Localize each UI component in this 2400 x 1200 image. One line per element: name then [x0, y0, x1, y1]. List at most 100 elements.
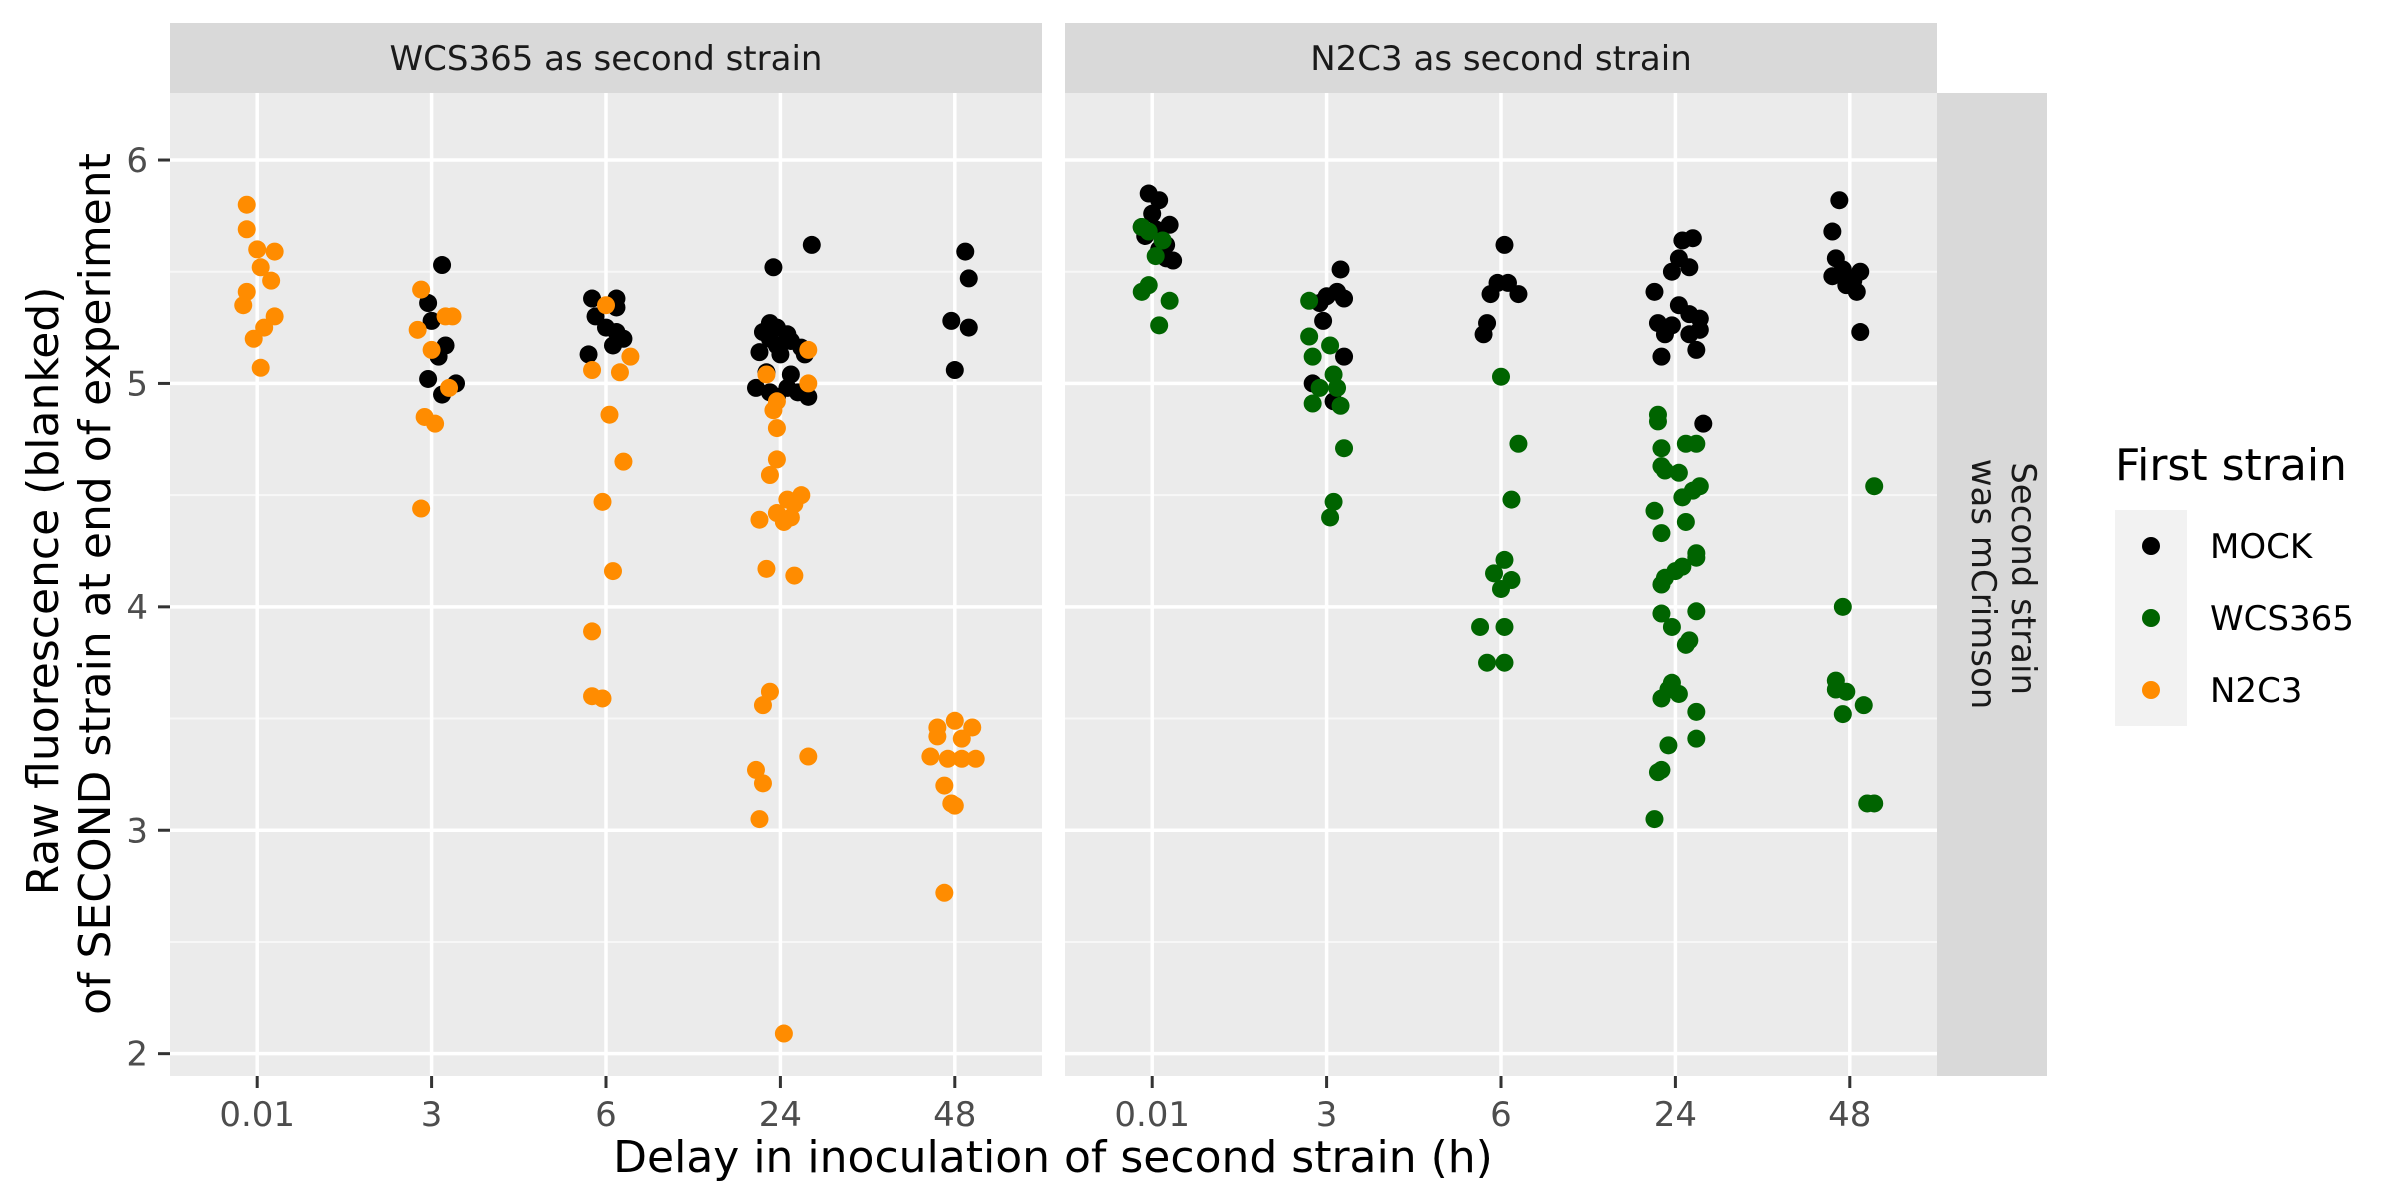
data-point-n2c3 — [237, 195, 256, 214]
data-point-n2c3 — [774, 512, 793, 531]
data-point-wcs365 — [1648, 412, 1667, 431]
data-point-mock — [764, 258, 783, 277]
data-point-mock — [422, 311, 441, 330]
data-point-wcs365 — [1495, 550, 1514, 569]
data-point-wcs365 — [1687, 548, 1706, 567]
data-point-mock — [1481, 285, 1500, 304]
data-point-n2c3 — [583, 622, 602, 641]
data-point-n2c3 — [426, 414, 445, 433]
y-axis-title-line-2: of SECOND strain at end of experiment — [70, 153, 121, 1015]
data-point-wcs365 — [1502, 490, 1521, 509]
data-point-mock — [1680, 258, 1699, 277]
data-point-mock — [945, 361, 964, 380]
data-point-wcs365 — [1146, 247, 1165, 266]
data-point-mock — [956, 242, 975, 261]
data-point-n2c3 — [750, 510, 769, 529]
data-point-wcs365 — [1300, 327, 1319, 346]
data-point-mock — [1655, 325, 1674, 344]
data-point-n2c3 — [921, 747, 940, 766]
data-point-mock — [1164, 251, 1183, 270]
data-point-n2c3 — [945, 711, 964, 730]
data-point-n2c3 — [966, 749, 985, 768]
data-point-wcs365 — [1150, 316, 1169, 335]
row-strip-label: Second strain was mCrimson — [1963, 459, 2043, 710]
data-point-wcs365 — [1324, 492, 1343, 511]
data-point-n2c3 — [750, 810, 769, 829]
data-point-n2c3 — [952, 729, 971, 748]
legend: First strain MOCK WCS365 N2C3 — [2115, 440, 2354, 726]
x-tick-label: 6 — [1490, 1095, 1512, 1135]
row-strip-background — [1937, 93, 2047, 1076]
data-point-n2c3 — [583, 361, 602, 380]
data-point-n2c3 — [408, 320, 427, 339]
data-point-wcs365 — [1676, 635, 1695, 654]
panel-strip-n2c3 — [1065, 23, 1937, 93]
data-point-wcs365 — [1655, 461, 1674, 480]
data-point-wcs365 — [1687, 602, 1706, 621]
data-point-mock — [1652, 347, 1671, 366]
data-point-n2c3 — [603, 562, 622, 581]
x-tick-label: 24 — [759, 1095, 802, 1135]
data-point-n2c3 — [614, 452, 633, 471]
data-point-n2c3 — [621, 347, 640, 366]
data-point-mock — [1680, 325, 1699, 344]
data-point-mock — [959, 318, 978, 337]
data-point-n2c3 — [785, 566, 804, 585]
legend-key-mock — [2142, 537, 2160, 555]
data-point-wcs365 — [1321, 508, 1340, 527]
data-point-n2c3 — [600, 405, 619, 424]
data-point-wcs365 — [1837, 682, 1856, 701]
data-point-wcs365 — [1321, 336, 1340, 355]
data-point-wcs365 — [1303, 394, 1322, 413]
data-point-wcs365 — [1132, 282, 1151, 301]
data-point-n2c3 — [443, 307, 462, 326]
data-point-n2c3 — [935, 776, 954, 795]
legend-key-wcs365 — [2142, 609, 2160, 627]
data-point-mock — [802, 235, 821, 254]
data-point-mock — [419, 369, 438, 388]
y-tick-label: 5 — [126, 364, 148, 404]
data-point-wcs365 — [1485, 564, 1504, 583]
data-point-wcs365 — [1160, 291, 1179, 310]
data-point-n2c3 — [760, 682, 779, 701]
data-point-wcs365 — [1652, 689, 1671, 708]
data-point-mock — [1683, 229, 1702, 248]
data-point-wcs365 — [1652, 604, 1671, 623]
data-point-mock — [1851, 323, 1870, 342]
x-tick-label: 3 — [1316, 1095, 1338, 1135]
data-point-wcs365 — [1865, 794, 1884, 813]
data-point-mock — [583, 289, 602, 308]
x-tick-label: 0.01 — [1114, 1095, 1190, 1135]
data-point-wcs365 — [1335, 439, 1354, 458]
data-point-mock — [1662, 262, 1681, 281]
legend-keys: MOCK WCS365 N2C3 — [2115, 510, 2354, 726]
gridlines-wcs365 — [170, 93, 1042, 1076]
data-point-wcs365 — [1659, 736, 1678, 755]
legend-label-wcs365: WCS365 — [2210, 599, 2354, 639]
x-axis-title: Delay in inoculation of second strain (h… — [613, 1132, 1493, 1183]
data-point-mock — [959, 269, 978, 288]
y-axis-title: Raw fluorescence (blanked) of SECOND str… — [18, 153, 121, 1015]
data-point-n2c3 — [799, 374, 818, 393]
panel-strip-label-wcs365: WCS365 as second strain — [390, 39, 823, 79]
panel-strip-wcs365 — [170, 23, 1042, 93]
data-point-n2c3 — [440, 378, 459, 397]
data-point-mock — [1143, 204, 1162, 223]
data-point-mock — [1823, 267, 1842, 286]
data-point-mock — [579, 345, 598, 364]
data-point-mock — [433, 256, 452, 275]
data-point-wcs365 — [1652, 439, 1671, 458]
x-tick-label: 6 — [595, 1095, 617, 1135]
data-point-wcs365 — [1833, 597, 1852, 616]
legend-label-mock: MOCK — [2210, 527, 2314, 567]
row-strip-line-1: Second strain — [2003, 462, 2043, 695]
data-point-n2c3 — [753, 696, 772, 715]
points-wcs365 — [234, 195, 985, 1043]
data-point-mock — [1509, 285, 1528, 304]
data-point-mock — [1331, 260, 1350, 279]
data-point-wcs365 — [1669, 463, 1688, 482]
data-point-n2c3 — [767, 450, 786, 469]
data-point-wcs365 — [1495, 617, 1514, 636]
data-point-n2c3 — [935, 883, 954, 902]
